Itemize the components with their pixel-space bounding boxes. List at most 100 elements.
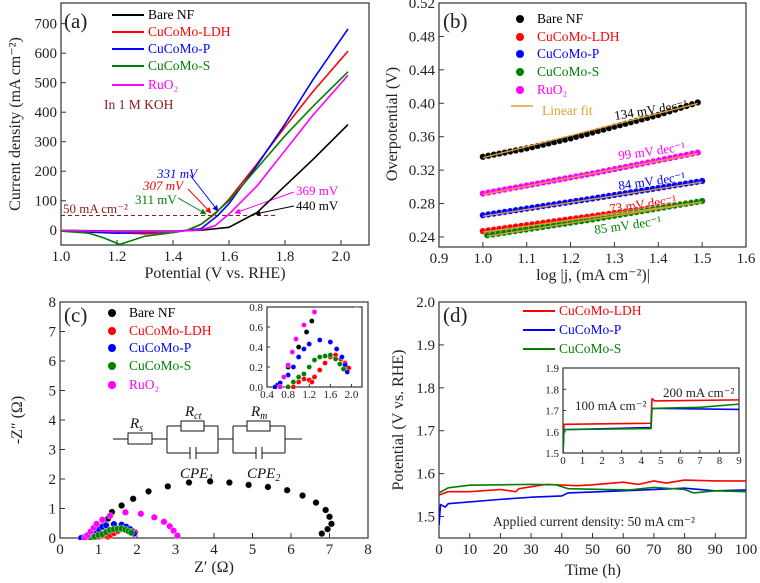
x-tick-label: 7 <box>326 542 334 558</box>
linear-fit-line <box>482 152 698 196</box>
legend-label: Bare NF <box>129 305 176 320</box>
panel-a-annotations: 50 mA cm⁻² In 1 M KOH 331 mV 307 mV 311 … <box>61 97 339 216</box>
resistor-rs-icon <box>127 432 153 445</box>
y-tick-label: 1.9 <box>545 363 559 375</box>
data-point <box>117 501 126 510</box>
panel-d-ylabel: Potential (V vs. RHE) <box>390 349 407 490</box>
series-group <box>272 192 612 389</box>
x-tick-label: 2 <box>599 455 605 467</box>
annotation-311: 311 mV <box>135 192 177 207</box>
data-point <box>373 314 378 319</box>
data-point <box>98 516 106 524</box>
y-tick-label: 0.8 <box>249 302 263 314</box>
y-tick-label: 5 <box>49 384 57 400</box>
y-tick-label: 0.52 <box>409 0 435 12</box>
annotation-331: 331 mV <box>156 166 199 181</box>
legend-label: CuCoMo-S <box>148 58 210 73</box>
panel-label-b: (b) <box>443 9 468 33</box>
data-point <box>607 289 612 294</box>
linear-fit-line <box>482 102 698 159</box>
data-point <box>150 513 158 521</box>
data-point <box>311 309 318 315</box>
data-point <box>316 337 323 343</box>
arrow-icon <box>234 191 295 215</box>
x-tick-label: 40 <box>554 542 569 558</box>
legend-label: CuCoMo-LDH <box>559 303 642 318</box>
panel-c-axes: 0 1 2 3 4 5 6 7 8 0 1 2 3 4 5 6 7 8 <box>49 295 372 558</box>
data-point <box>160 518 168 526</box>
electrolyte-note: In 1 M KOH <box>104 97 174 112</box>
y-tick-label: 0.0 <box>249 382 263 394</box>
y-tick-label: 1.6 <box>416 467 435 483</box>
x-tick-label: 20 <box>493 542 508 558</box>
data-point <box>311 357 318 363</box>
panel-a-ylabel: Current density (mA cm⁻²) <box>7 37 24 211</box>
data-point <box>449 192 454 197</box>
y-tick-label: 1.7 <box>416 424 435 440</box>
data-point <box>290 379 297 385</box>
x-tick-label: 0 <box>56 542 64 558</box>
data-point <box>391 209 396 214</box>
legend-marker <box>108 344 116 352</box>
data-point <box>386 329 391 334</box>
circuit-labels: Rs Rct Rm CPE1 CPE2 <box>129 404 280 484</box>
x-tick-label: 1 <box>580 455 586 467</box>
data-point <box>295 354 302 360</box>
y-tick-label: 7 <box>49 325 57 341</box>
legend-label: RuO₂ <box>148 77 178 92</box>
y-tick-label: 700 <box>35 17 58 33</box>
data-point <box>303 329 310 335</box>
series-group <box>77 477 336 540</box>
series-line <box>439 479 746 496</box>
x-tick-label: 1.8 <box>276 249 295 265</box>
series-group <box>61 28 349 245</box>
data-point <box>306 364 313 370</box>
y-tick-label: 1.9 <box>416 338 435 354</box>
panel-c-frame <box>59 301 369 539</box>
data-point <box>285 362 292 368</box>
panel-b-ylabel: Overpotential (V) <box>384 67 401 181</box>
annotation-307: 307 mV <box>142 178 185 193</box>
legend-marker <box>108 327 116 335</box>
x-tick-label: 1.6 <box>737 251 756 267</box>
data-point <box>206 477 214 485</box>
x-tick-label: 1.4 <box>649 251 668 267</box>
legend-label: CuCoMo-LDH <box>148 24 231 39</box>
fit-lines <box>482 102 703 237</box>
plots: 1.0 1.2 1.4 1.6 1.8 2.00100200300400500600700… <box>35 0 758 558</box>
y-tick-label: 1.5 <box>416 510 435 526</box>
data-point <box>280 374 287 380</box>
x-tick-label: 30 <box>524 542 539 558</box>
data-point <box>301 376 307 382</box>
data-point <box>576 240 581 245</box>
arrow-icon <box>189 174 219 212</box>
data-point <box>264 483 272 491</box>
data-point <box>289 349 296 355</box>
panel-a-xlabel: Potential (V vs. RHE) <box>144 265 285 282</box>
data-point <box>339 354 345 360</box>
y-tick-label: 2 <box>49 472 57 488</box>
y-tick-label: 0.48 <box>409 29 435 45</box>
x-tick-label: 1.6 <box>220 249 239 265</box>
y-tick-label: 100 <box>35 194 58 210</box>
y-tick-label: 1.7 <box>545 406 559 418</box>
data-point <box>301 322 307 328</box>
inset-label-200: 200 mA cm⁻² <box>663 385 735 400</box>
linear-fit-line <box>482 201 703 233</box>
data-point <box>354 307 359 308</box>
resistor-rct-icon <box>180 420 205 432</box>
x-tick-label: 1.5 <box>693 251 712 267</box>
series-line <box>563 403 739 453</box>
legend-label: CuCoMo-S <box>537 64 599 79</box>
y-tick-label: 500 <box>35 76 58 92</box>
legend-marker <box>516 68 524 76</box>
panel-a-axes: 1.0 1.2 1.4 1.6 1.8 2.0 0 100 200 300 400 500 600 700 <box>35 2 370 265</box>
series-group <box>563 398 739 453</box>
annotation-440: 440 mV <box>296 198 339 213</box>
x-tick-label: 1.2 <box>302 389 316 401</box>
capacitor-cpe1-icon <box>189 447 197 459</box>
arrow-icon <box>254 205 295 216</box>
x-tick-label: 0.8 <box>281 389 295 401</box>
data-point <box>277 384 284 389</box>
x-tick-label: 90 <box>708 542 723 558</box>
